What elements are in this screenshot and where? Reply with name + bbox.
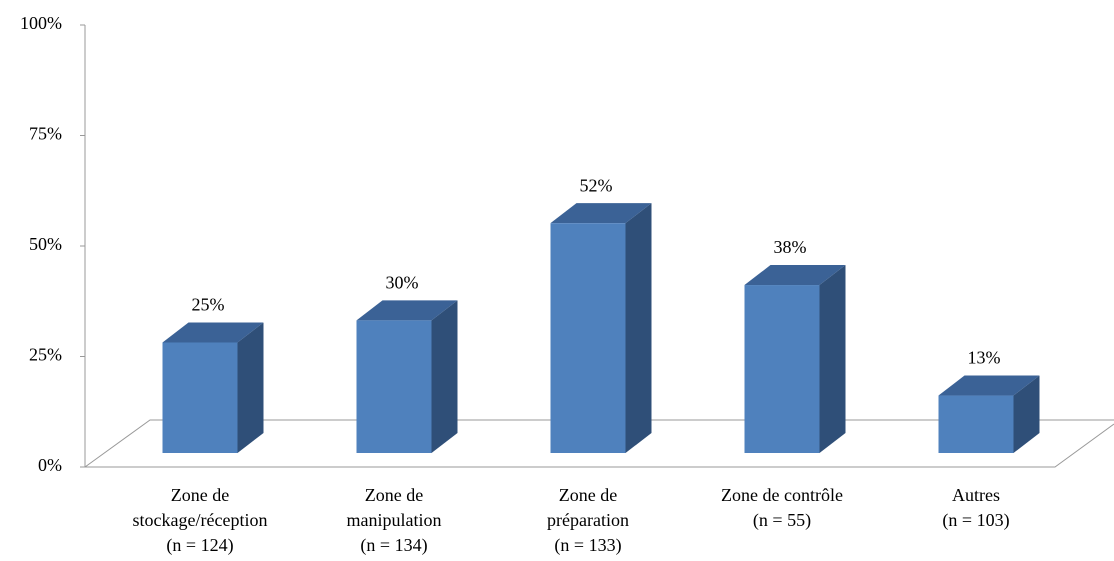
x-tick-label: Autres [952,485,1000,505]
x-tick-label: (n = 134) [360,535,427,556]
value-label: 38% [774,237,807,257]
value-label: 52% [580,175,613,195]
bar-side [237,322,264,453]
x-tick-label: (n = 124) [166,535,233,556]
y-tick-label: 0% [38,455,62,475]
y-tick-label: 100% [20,13,62,33]
bar [938,395,1014,453]
bar-side [431,300,458,453]
bar-side [819,265,846,453]
x-tick-label: Zone de [171,485,229,505]
value-label: 30% [386,273,419,293]
x-tick-label: Zone de [559,485,617,505]
bar [162,342,238,453]
y-tick-label: 50% [29,234,62,254]
value-label: 13% [968,348,1001,368]
bar-top [356,300,458,321]
y-tick-label: 75% [29,124,62,144]
bar-side [1013,375,1040,453]
bar-top [938,375,1040,396]
bar [356,320,432,453]
floor-front [85,423,1114,468]
x-tick-label: manipulation [347,510,442,530]
bar [744,285,820,453]
y-tick-label: 25% [29,345,62,365]
x-tick-label: (n = 133) [554,535,621,556]
x-tick-label: stockage/réception [133,510,268,530]
x-tick-label: Zone de [365,485,423,505]
bar-side [625,203,652,453]
bar-top [162,322,264,343]
x-tick-label: Zone de contrôle [721,485,843,505]
bar [550,223,626,453]
bar-top [550,203,652,224]
bar-top [744,265,846,286]
x-tick-label: préparation [547,510,629,530]
x-tick-label: (n = 55) [753,510,811,531]
x-tick-label: (n = 103) [942,510,1009,531]
value-label: 25% [192,295,225,315]
